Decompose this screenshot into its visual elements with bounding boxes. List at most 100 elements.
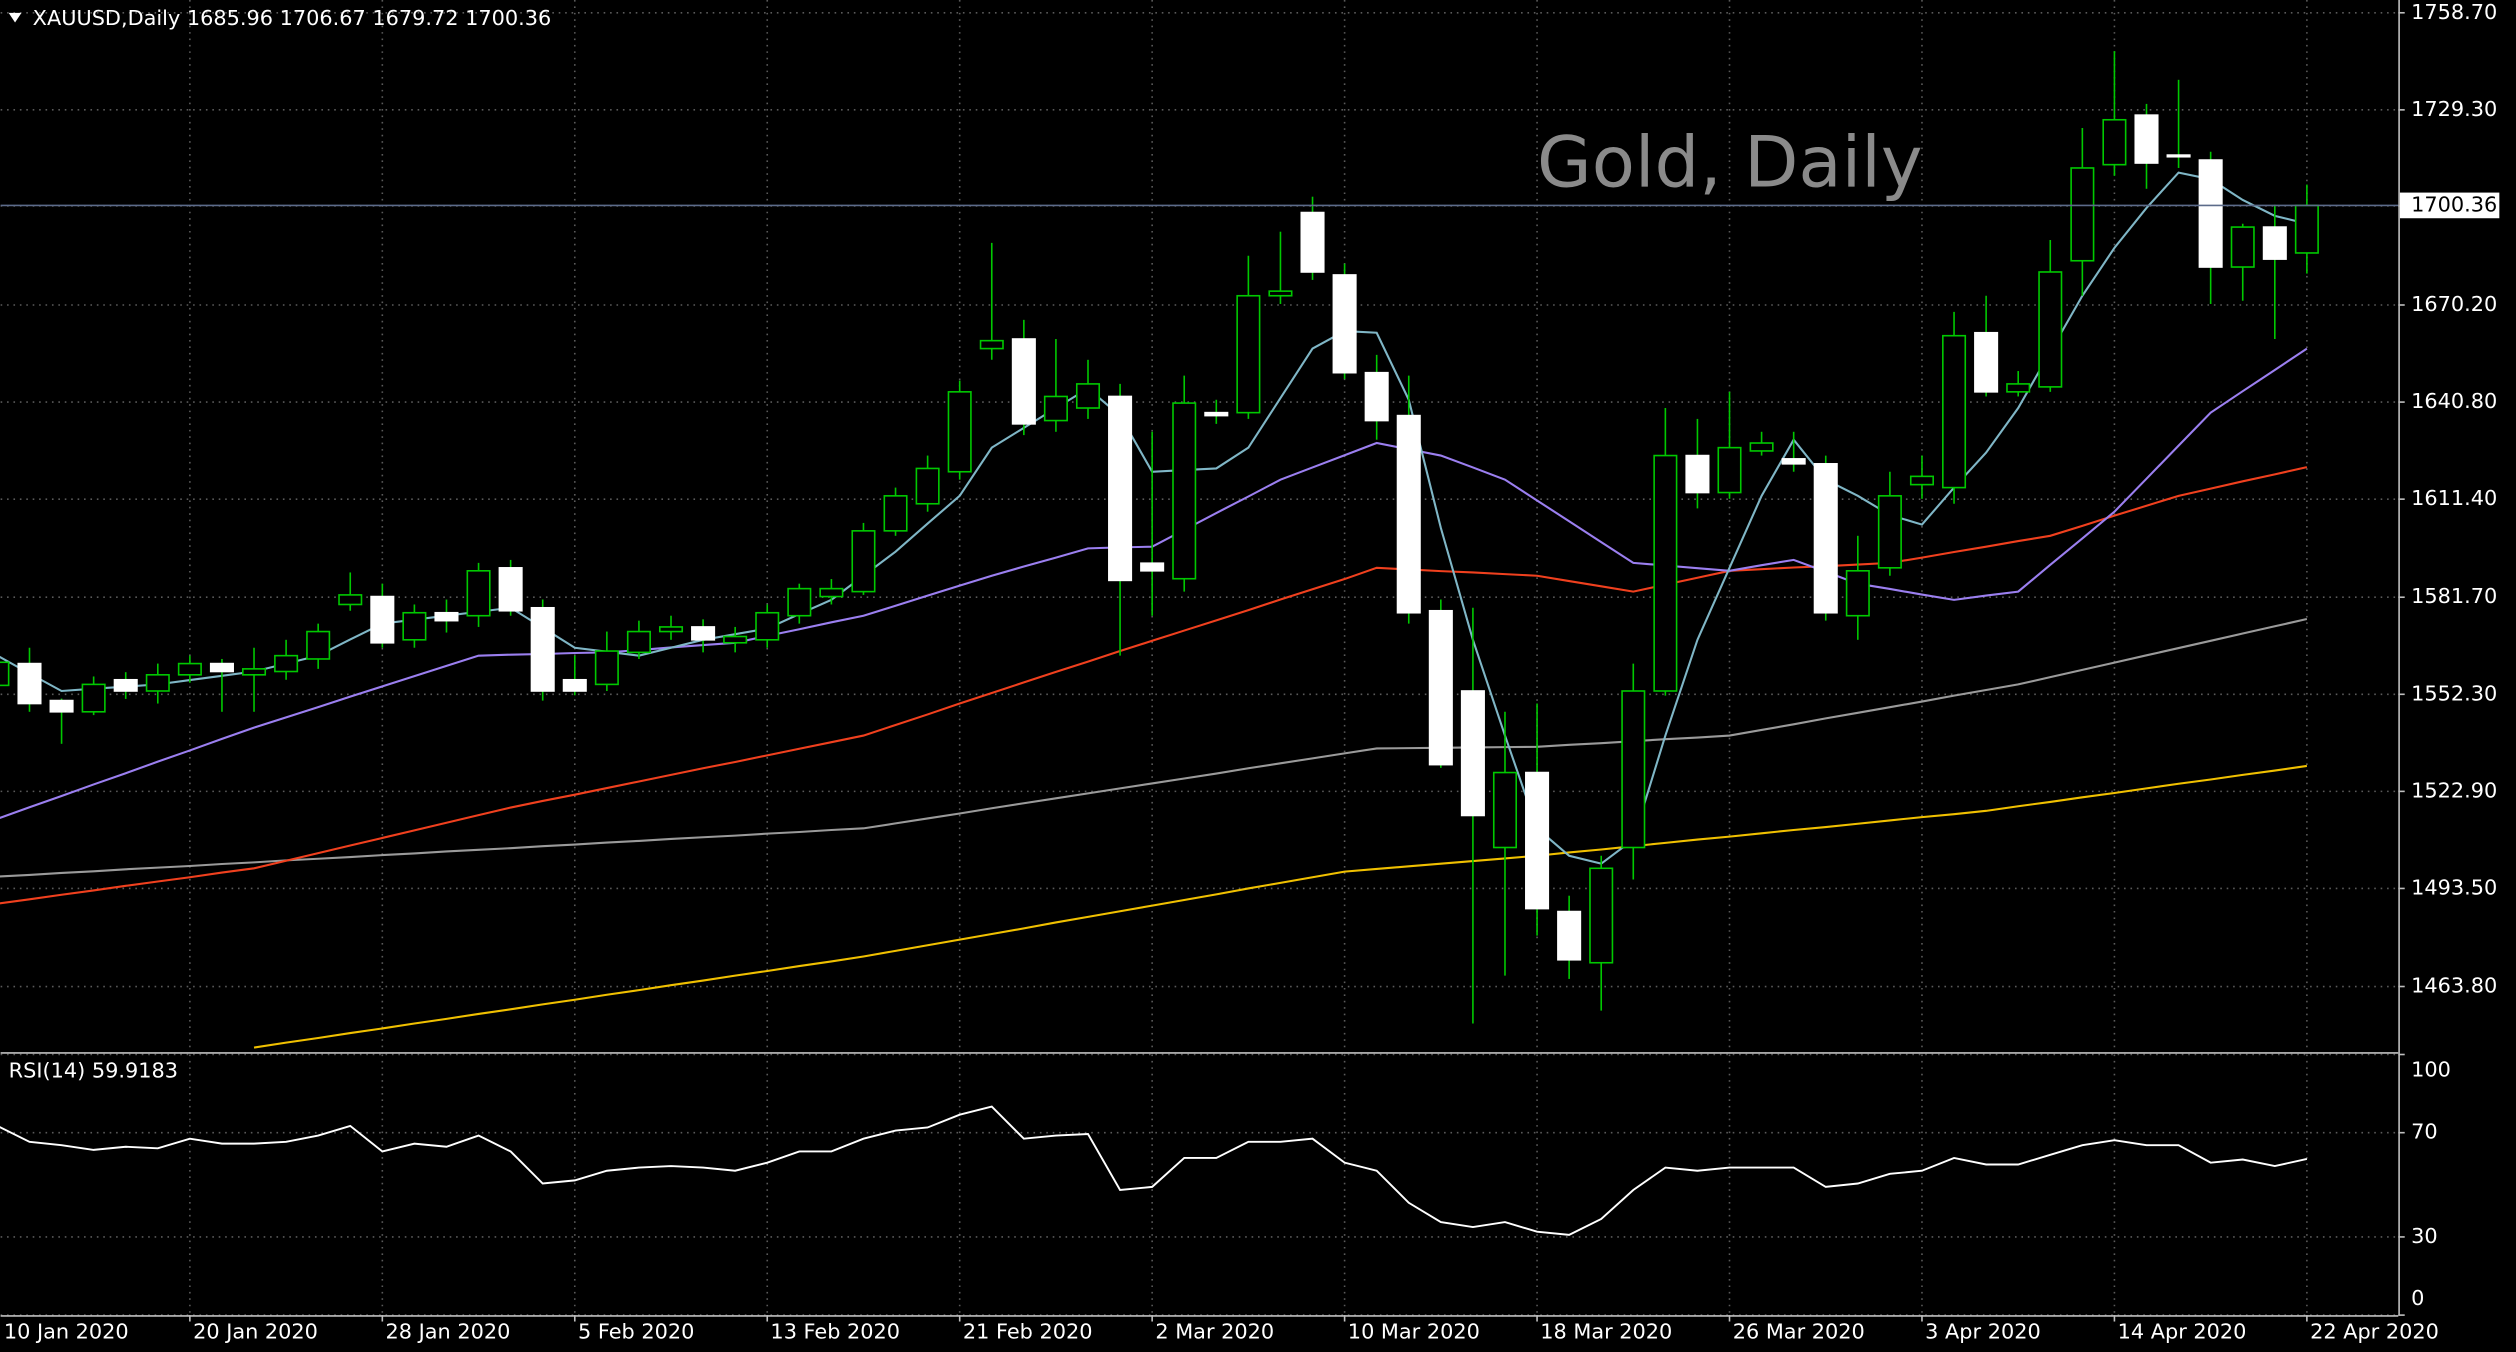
y-tick-label: 1581.70 (2411, 584, 2497, 608)
candle-body (17, 662, 42, 705)
candle-body (1332, 274, 1357, 374)
moving-average (0, 466, 2308, 905)
candle-body (2166, 154, 2191, 158)
candle-body (0, 661, 10, 687)
candle-body (1653, 454, 1678, 692)
candle-body (562, 678, 587, 692)
candle-body (1364, 371, 1389, 422)
candle-body (787, 587, 812, 617)
candle-body (1781, 458, 1806, 465)
candle-body (2038, 271, 2063, 388)
candle-body (1268, 290, 1293, 297)
candle-body (626, 630, 651, 654)
candle-body (145, 674, 170, 692)
x-tick-label: 3 Apr 2020 (1925, 1320, 2041, 1344)
x-tick-label: 2 Mar 2020 (1155, 1320, 1274, 1344)
plot (0, 51, 2399, 1236)
y-tick-label: 70 (2411, 1120, 2438, 1144)
candle-body (1460, 690, 1485, 817)
candle-body (723, 635, 748, 644)
menu-triangle[interactable] (8, 12, 22, 23)
candle-body (851, 530, 876, 593)
candle-body (274, 654, 299, 673)
moving-average (0, 618, 2308, 878)
candle-body (49, 699, 74, 713)
candle-body (466, 570, 491, 617)
last-price-label: 1700.36 (2411, 192, 2497, 216)
candle-body (1942, 334, 1967, 489)
x-tick-label: 5 Feb 2020 (578, 1320, 694, 1344)
moving-average (253, 764, 2308, 1049)
candle-body (1717, 446, 1742, 494)
candle-body (1557, 910, 1582, 961)
candle-body (755, 611, 780, 641)
candle-body (81, 683, 106, 713)
last-price-box (2399, 192, 2500, 219)
candle-body (1428, 609, 1453, 766)
candle-body (530, 606, 555, 692)
candle-body (306, 630, 331, 660)
candle-body (1813, 463, 1838, 614)
x-tick-label: 10 Jan 2020 (4, 1320, 129, 1344)
candle-body (498, 567, 523, 612)
candle-body (1140, 562, 1165, 572)
x-tick-label: 20 Jan 2020 (193, 1320, 318, 1344)
candle-body (1492, 771, 1518, 849)
candle-body (1204, 411, 1229, 417)
candle-body (691, 626, 716, 641)
candle-body (1877, 495, 1902, 569)
candle-body (2294, 204, 2319, 254)
y-tick-label: 1552.30 (2411, 681, 2497, 705)
y-tick-label: 1493.50 (2411, 875, 2497, 899)
candle-body (1845, 570, 1870, 617)
y-tick-label: 0 (2411, 1286, 2424, 1310)
candle-body (819, 587, 844, 598)
candle-body (1172, 402, 1197, 580)
candle-body (241, 668, 267, 676)
x-tick-label: 21 Feb 2020 (963, 1320, 1093, 1344)
y-tick-label: 1463.80 (2411, 974, 2497, 998)
y-tick-label: 1670.20 (2411, 292, 2497, 316)
watermark: Gold, Daily (1537, 121, 1923, 203)
candle-body (1300, 211, 1325, 273)
candle-body (113, 678, 138, 692)
candle-body (1236, 294, 1261, 414)
candle-body (2198, 159, 2223, 268)
candle-body (209, 662, 234, 673)
x-tick-label: 22 Apr 2020 (2310, 1320, 2439, 1344)
x-tick-label: 28 Jan 2020 (386, 1320, 511, 1344)
candle-body (2262, 226, 2287, 260)
candle-body (2070, 167, 2095, 262)
y-tick-label: 1729.30 (2411, 97, 2497, 121)
candle-body (658, 626, 684, 633)
x-tick-label: 10 Mar 2020 (1348, 1320, 1480, 1344)
candle-body (915, 467, 940, 505)
candle-body (1075, 383, 1101, 409)
candle-body (979, 339, 1004, 350)
y-tick-label: 1611.40 (2411, 486, 2497, 510)
rsi-label: RSI(14) 59.9183 (9, 1058, 178, 1082)
candle-body (370, 595, 395, 644)
y-tick-label: 1758.70 (2411, 0, 2497, 24)
candle-body (1043, 395, 1068, 422)
candle-body (1909, 475, 1934, 486)
candle-body (2230, 226, 2255, 268)
candle-body (1621, 690, 1646, 849)
x-tick-label: 18 Mar 2020 (1540, 1320, 1672, 1344)
candle-body (338, 594, 363, 606)
y-tick-label: 1522.90 (2411, 778, 2497, 802)
candle-body (1525, 771, 1550, 910)
candle-body (1011, 338, 1036, 425)
x-tick-label: 26 Mar 2020 (1733, 1320, 1865, 1344)
candle-body (1749, 442, 1774, 452)
y-tick-label: 30 (2411, 1224, 2438, 1248)
y-tick-label: 1640.80 (2411, 389, 2497, 413)
candle-body (594, 650, 619, 686)
candle-body (1685, 454, 1710, 494)
x-tick-label: 13 Feb 2020 (770, 1320, 900, 1344)
candle-body (1396, 414, 1421, 614)
candle-body (947, 391, 972, 473)
